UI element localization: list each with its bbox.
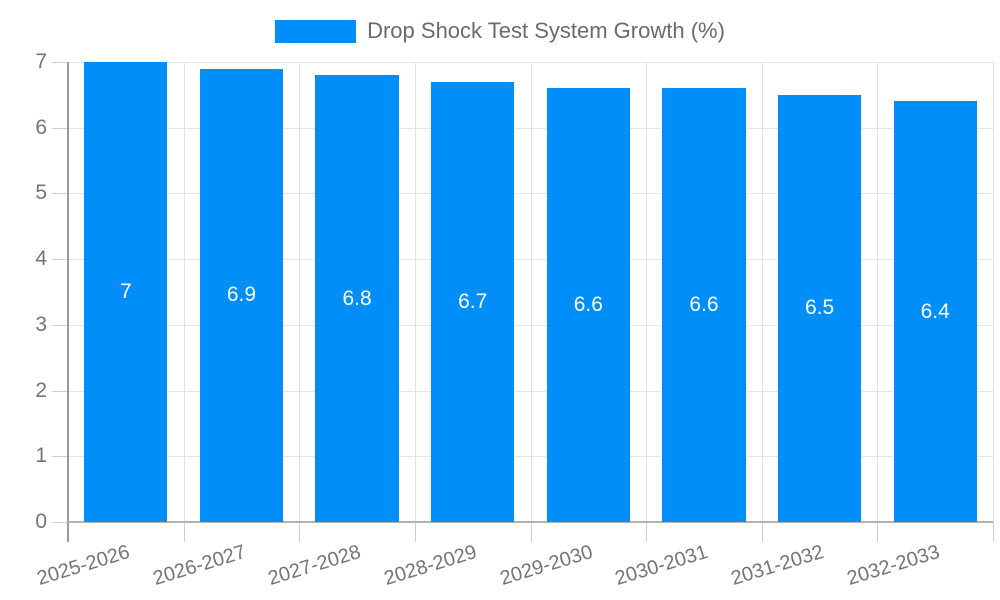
bar-2027-2028[interactable]: 6.8: [315, 75, 399, 522]
x-tick: [877, 522, 879, 542]
bar-2026-2027[interactable]: 6.9: [199, 68, 284, 522]
bar-value-label: 6.7: [458, 289, 488, 313]
v-gridline: [299, 62, 301, 522]
y-tick: [52, 62, 68, 63]
x-tick: [646, 522, 648, 542]
bar-2029-2030[interactable]: 6.6: [546, 88, 630, 522]
y-axis-label: 0: [35, 510, 47, 533]
y-tick: [52, 522, 68, 523]
y-tick: [52, 127, 68, 129]
x-axis-label: 2025-2026: [34, 540, 133, 590]
x-axis-baseline: [68, 521, 993, 523]
chart-legend: Drop Shock Test System Growth (%): [0, 14, 1000, 48]
x-tick: [414, 522, 416, 542]
v-gridline: [993, 62, 994, 522]
v-gridline: [530, 62, 532, 522]
x-tick: [530, 522, 532, 542]
v-gridline: [646, 62, 648, 522]
x-axis-label: 2032-2033: [844, 540, 942, 590]
bar-value-label: 6.9: [226, 283, 257, 307]
y-tick: [52, 259, 68, 261]
x-tick: [183, 522, 185, 542]
bar-value-label: 6.6: [689, 293, 719, 317]
y-axis-label: 2: [35, 378, 47, 402]
y-tick: [52, 390, 68, 392]
y-axis-label: 7: [35, 50, 47, 73]
v-gridline: [877, 62, 879, 522]
x-tick: [761, 522, 763, 542]
y-axis-label: 4: [35, 247, 47, 271]
bar-2030-2031[interactable]: 6.6: [662, 88, 746, 522]
bar-value-label: 6.8: [342, 286, 372, 310]
legend-item[interactable]: Drop Shock Test System Growth (%): [275, 18, 725, 44]
x-tick: [299, 522, 301, 542]
bar-value-label: 6.5: [804, 296, 835, 320]
x-axis-label: 2027-2028: [265, 540, 364, 590]
bar-2025-2026[interactable]: 7: [84, 62, 168, 522]
y-axis-line: [67, 62, 69, 542]
x-tick: [993, 522, 994, 542]
y-axis-label: 1: [35, 444, 47, 468]
bar-value-label: 6.4: [920, 299, 950, 323]
y-tick: [52, 456, 68, 458]
legend-label: Drop Shock Test System Growth (%): [367, 18, 725, 43]
x-axis-label: 2031-2032: [728, 540, 827, 590]
x-axis-label: 2026-2027: [150, 540, 249, 590]
x-axis-label: 2029-2030: [497, 540, 596, 590]
legend-swatch: [275, 19, 357, 43]
v-gridline: [414, 62, 416, 522]
y-axis-label: 3: [35, 312, 47, 336]
y-tick: [52, 324, 68, 326]
y-axis-label: 5: [35, 181, 47, 205]
x-axis-label: 2028-2029: [381, 540, 480, 590]
bar-2028-2029[interactable]: 6.7: [431, 81, 515, 522]
v-gridline: [183, 62, 185, 522]
y-tick: [52, 193, 68, 195]
bar-2032-2033[interactable]: 6.4: [893, 101, 977, 522]
v-gridline: [761, 62, 763, 522]
bar-2031-2032[interactable]: 6.5: [777, 94, 862, 522]
y-axis-label: 6: [35, 115, 47, 139]
bar-value-label: 6.6: [573, 293, 603, 317]
bar-value-label: 7: [119, 280, 132, 303]
x-axis-label: 2030-2031: [612, 540, 711, 590]
